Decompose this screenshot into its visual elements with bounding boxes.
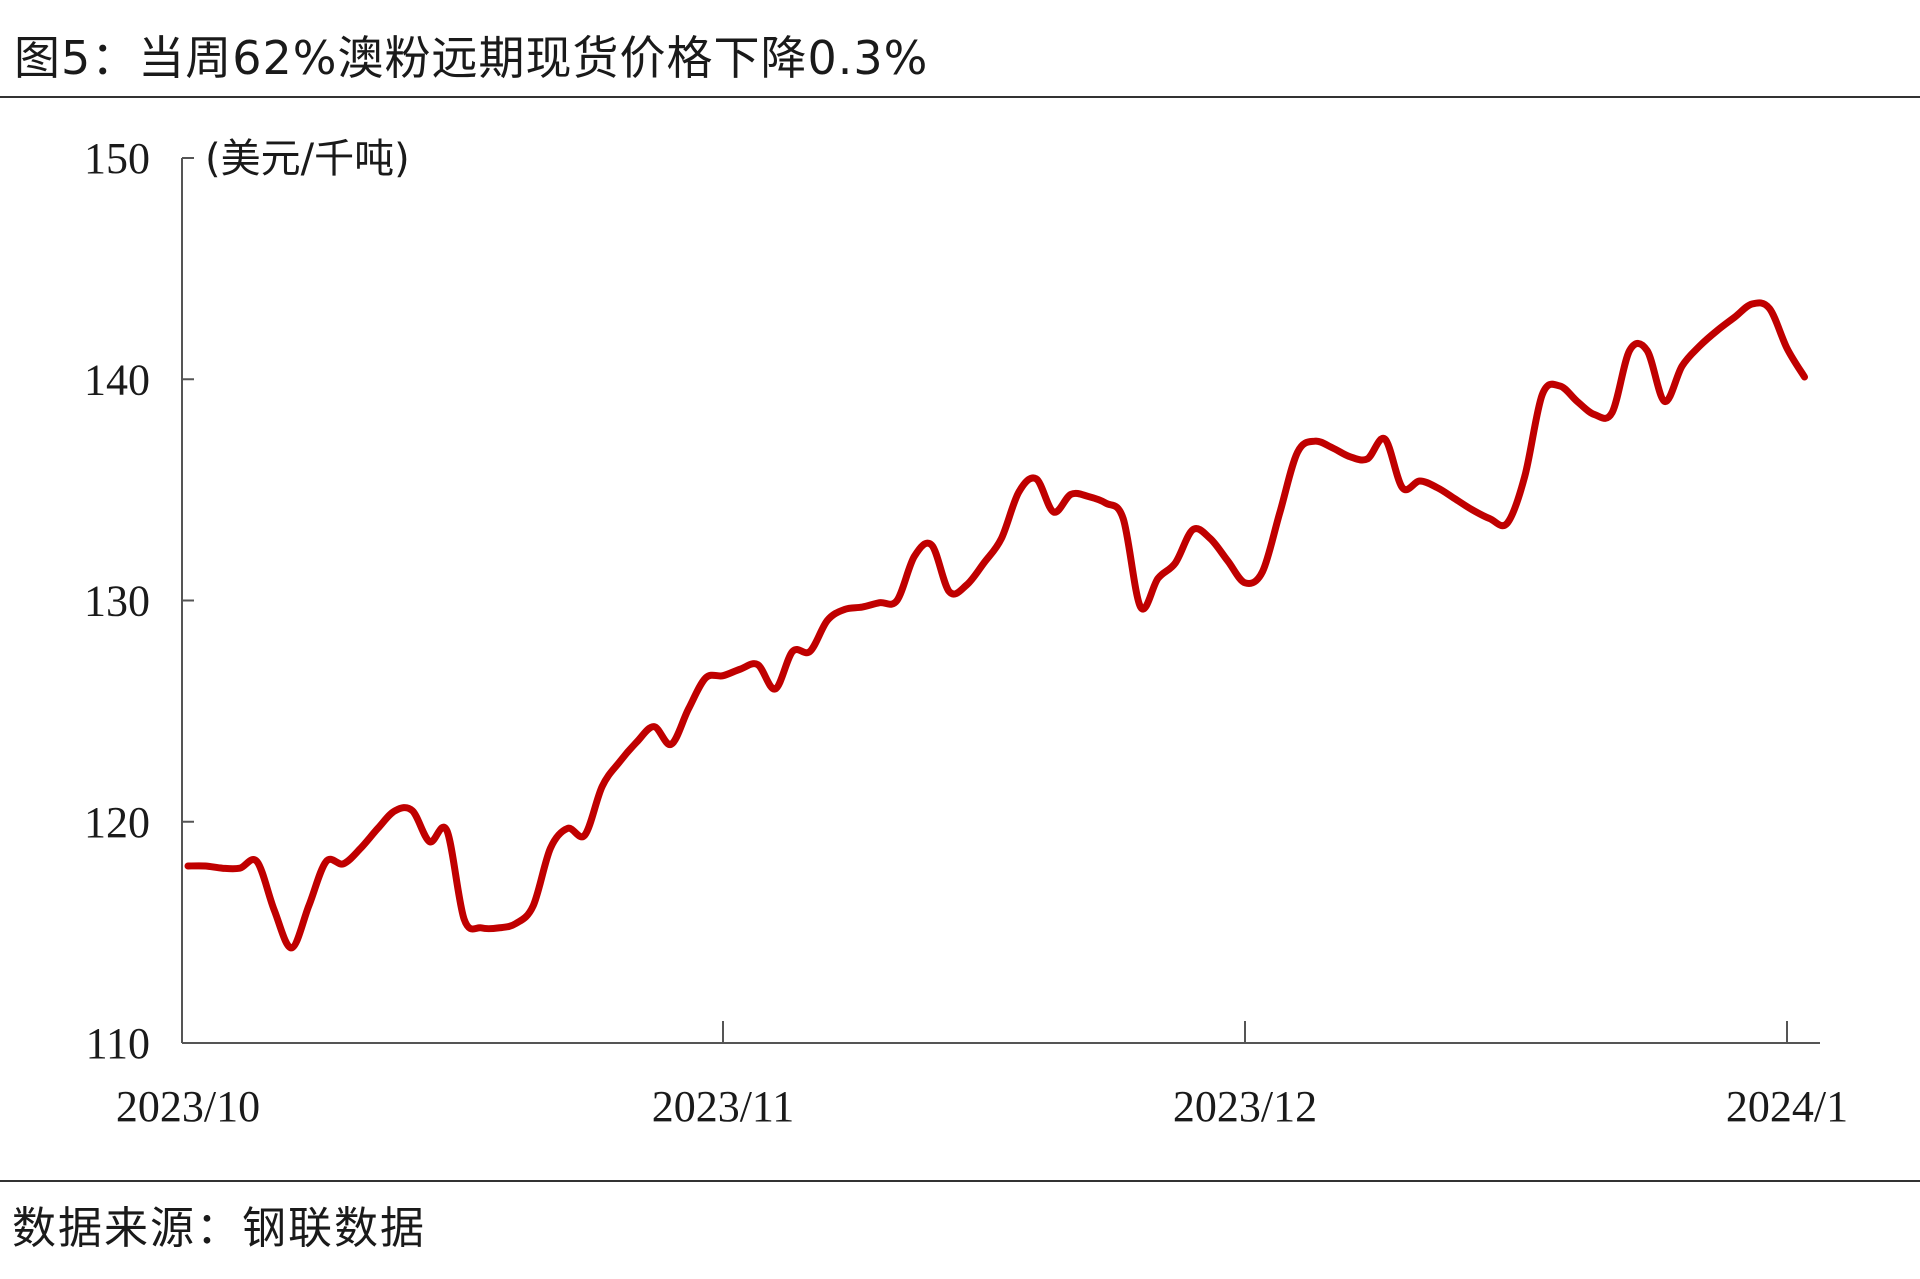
y-tick-label: 150 [84,134,150,183]
x-tick-label: 2023/11 [652,1082,795,1131]
y-tick-label: 110 [86,1019,150,1068]
y-unit-label: (美元/千吨) [205,136,410,182]
x-tick-label: 2023/12 [1173,1082,1317,1131]
x-tick-label: 2024/1 [1726,1082,1848,1131]
x-tick-label: 2023/10 [116,1082,260,1131]
y-tick-label: 130 [84,577,150,626]
chart-title: 图5：当周62%澳粉远期现货价格下降0.3% [14,31,929,85]
y-tick-label: 140 [84,355,150,404]
bottom-divider [0,1180,1920,1182]
price-series-line [184,299,1808,952]
y-tick-label: 120 [84,798,150,847]
source-note: 数据来源：钢联数据 [12,1203,426,1254]
top-divider [0,96,1920,98]
